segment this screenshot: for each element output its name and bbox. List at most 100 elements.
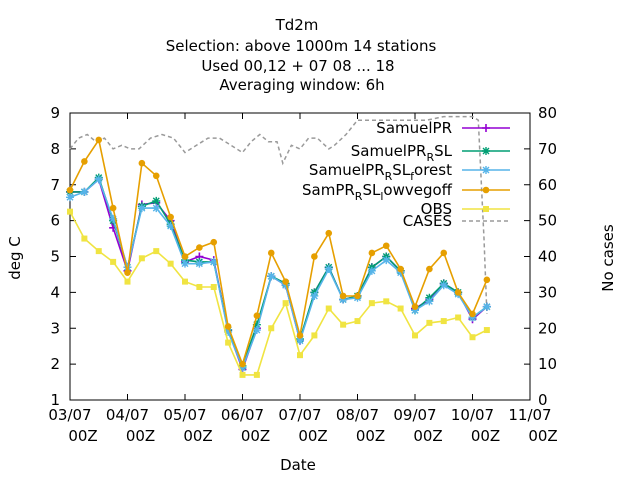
data-point [210,238,218,246]
x-tick-label-hour: 00Z [528,427,557,445]
data-point [325,305,332,312]
data-point [311,253,318,260]
y-tick-label: 9 [50,104,60,122]
data-point [310,291,319,300]
data-point [411,306,419,315]
data-point [152,196,161,205]
legend-marker [482,124,490,132]
legend-marker [483,206,489,212]
data-point [196,244,203,251]
cases-layer [69,115,488,314]
data-point [281,281,290,290]
data-point [311,332,318,339]
data-point [397,305,404,312]
y2-tick-label: 20 [538,319,557,337]
y-tick-label: 1 [50,391,60,409]
x-tick-label-date: 08/07 [336,406,379,424]
data-point [137,204,146,213]
y2-tick-label: 30 [538,283,557,301]
data-point [95,248,102,255]
chart-subtitle-used: Used 00,12 + 07 08 ... 18 [201,57,394,75]
x-tick-label-date: 04/07 [106,406,149,424]
data-point [296,332,304,339]
data-point [196,283,203,290]
data-point [224,323,232,330]
data-point [66,193,74,202]
y2-tick-label: 60 [538,176,557,194]
series-4 [67,208,490,378]
y2-tick-label: 10 [538,355,557,373]
legend-label: SamPRRSLlowvegoff [302,181,453,203]
data-point [138,159,146,167]
data-point [252,326,261,335]
x-tick-label-hour: 00Z [413,427,442,445]
series-layer [66,136,491,378]
data-point [182,278,188,285]
data-point [66,186,74,194]
x-tick-label-date: 06/07 [221,406,264,424]
data-point [209,257,218,266]
data-point [354,292,361,300]
y-tick-label: 6 [50,212,60,230]
y-tick-label: 3 [50,319,60,337]
y2-axis-label: No cases [599,224,617,292]
data-point [109,214,118,223]
data-point [167,260,174,267]
series-3 [66,136,491,368]
y-tick-label: 2 [50,355,60,373]
x-tick-label-hour: 00Z [471,427,500,445]
axes-group: 1 2 3 4 5 6 7 8 9 0 10 20 30 40 50 60 70 80 03/07 00Z 04/07 0… [48,104,557,445]
data-point [454,289,462,296]
data-point [239,360,246,368]
data-point [267,272,276,281]
data-point [324,265,333,274]
y-tick-label: 5 [50,248,60,266]
legend: SamuelPR SamuelPRRSLSamuelPRRSLforestSamP… [302,119,510,230]
data-point [411,303,419,311]
y2-tick-label: 0 [538,391,548,409]
data-point [382,256,391,265]
chart-subtitle-selection: Selection: above 1000m 14 stations [166,37,437,55]
data-point [282,300,289,307]
y2-tick-label: 80 [538,104,557,122]
data-point [166,222,175,231]
data-point [181,259,189,268]
y2-tick-label: 70 [538,140,557,158]
y-axis-label: deg C [6,236,24,280]
data-point [110,258,117,265]
series-line [69,137,488,367]
data-point [368,249,376,257]
data-point [482,302,491,311]
data-point [252,320,261,329]
data-point [440,318,447,325]
data-point [469,334,476,341]
data-point [325,229,333,237]
data-point [368,300,375,307]
data-point [268,325,275,332]
data-point [81,235,88,242]
x-tick-label-hour: 00Z [68,427,97,445]
legend-label: SamuelPR [376,119,452,137]
chart-title: Td2m [275,16,319,34]
x-tick-label-date: 09/07 [393,406,436,424]
data-point [354,318,361,325]
data-point [483,327,490,334]
legend-label: SamuelPRRSLforest [309,161,452,183]
x-tick-label-date: 11/07 [508,406,551,424]
data-point [224,327,233,336]
y-tick-label: 4 [50,283,60,301]
data-point [124,278,131,285]
data-point [397,265,404,273]
data-point [296,336,304,345]
data-point [469,310,476,318]
data-point [181,253,189,260]
y-tick-label: 7 [50,176,60,194]
y2-tick-label: 50 [538,212,557,230]
x-tick-label-hour: 00Z [126,427,155,445]
data-point [138,255,145,262]
data-point [339,292,347,300]
data-point [152,204,161,213]
data-point [426,319,433,326]
x-tick-label-hour: 00Z [356,427,385,445]
y-tick-label: 8 [50,140,60,158]
